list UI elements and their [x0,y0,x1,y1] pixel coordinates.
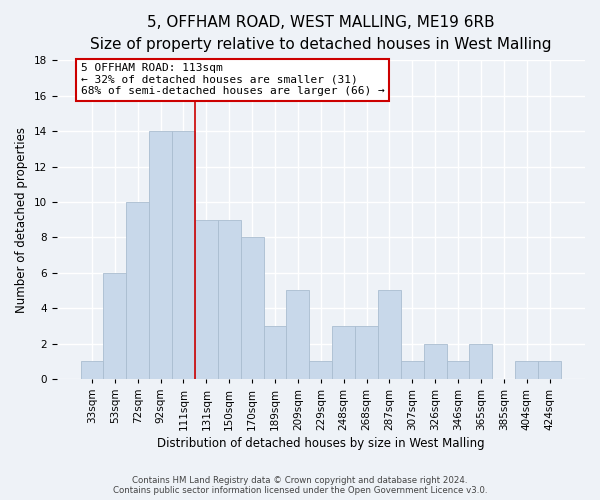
Bar [149,131,172,379]
Bar [378,290,401,379]
Bar [446,361,469,379]
Bar [195,220,218,379]
Bar [355,326,378,379]
Bar [80,361,103,379]
Bar [469,344,493,379]
Text: 5 OFFHAM ROAD: 113sqm
← 32% of detached houses are smaller (31)
68% of semi-deta: 5 OFFHAM ROAD: 113sqm ← 32% of detached … [80,63,384,96]
Bar [424,344,446,379]
Bar [127,202,149,379]
Bar [310,361,332,379]
Bar [103,272,127,379]
X-axis label: Distribution of detached houses by size in West Malling: Distribution of detached houses by size … [157,437,485,450]
Bar [332,326,355,379]
Bar [401,361,424,379]
Title: 5, OFFHAM ROAD, WEST MALLING, ME19 6RB
Size of property relative to detached hou: 5, OFFHAM ROAD, WEST MALLING, ME19 6RB S… [90,15,551,52]
Bar [172,131,195,379]
Bar [515,361,538,379]
Text: Contains HM Land Registry data © Crown copyright and database right 2024.
Contai: Contains HM Land Registry data © Crown c… [113,476,487,495]
Bar [286,290,310,379]
Bar [218,220,241,379]
Bar [538,361,561,379]
Y-axis label: Number of detached properties: Number of detached properties [15,126,28,312]
Bar [241,238,263,379]
Bar [263,326,286,379]
